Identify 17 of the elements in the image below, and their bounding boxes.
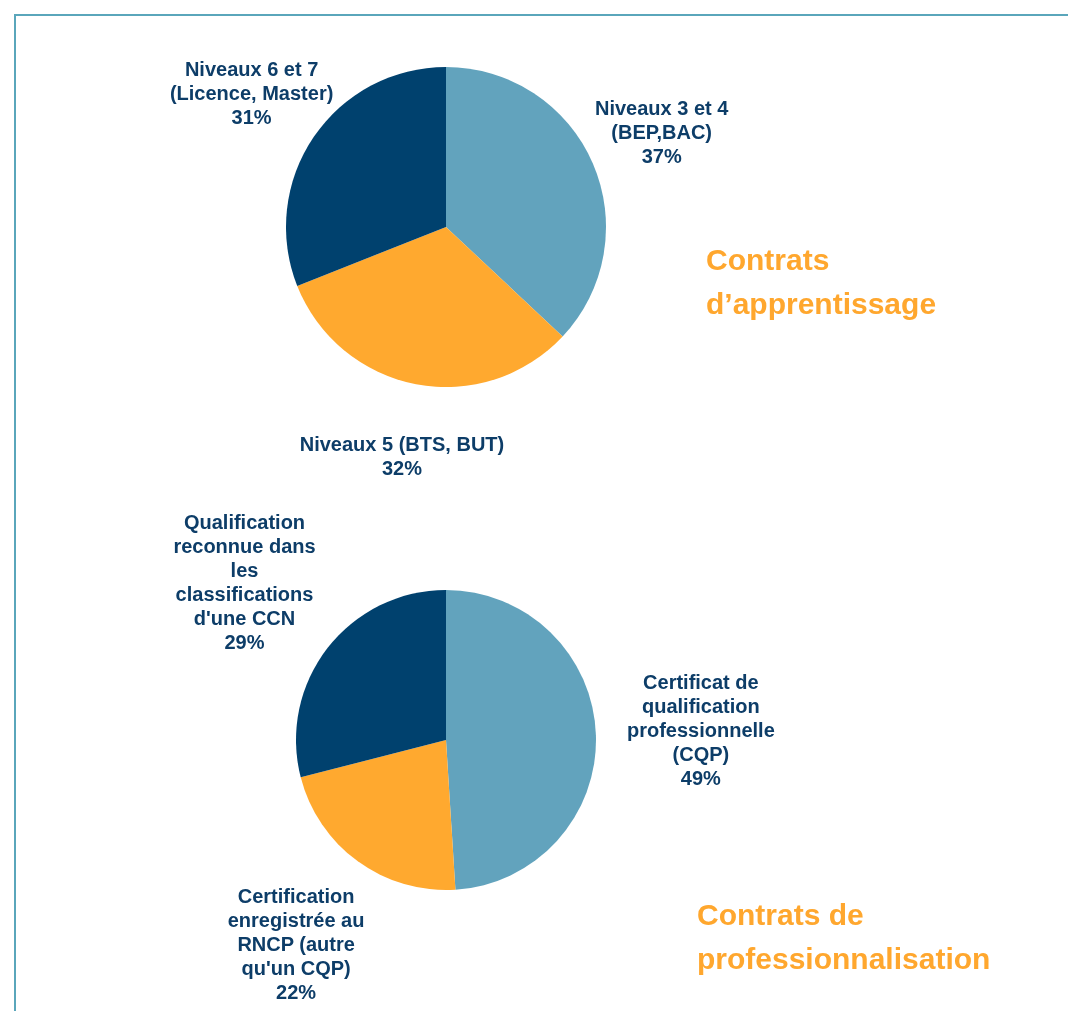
pie-slice (300, 740, 456, 890)
text: Contrats de professionnalisation (697, 897, 992, 977)
slice-label: Niveaux 5 (BTS, BUT) (299, 433, 505, 456)
data-label: 49% (680, 767, 722, 790)
slice-label: Niveaux 6 et 7 (Licence, Master) (169, 58, 334, 105)
data-label: 29% (224, 630, 265, 653)
data-label: 32% (381, 457, 423, 480)
text: Contrats d’apprentissage (706, 242, 938, 322)
data-label: 37% (641, 144, 682, 167)
slice-label: Certification enregistrée au RNCP (autre qu'un CQP) (227, 885, 365, 980)
data-label: 22% (276, 981, 317, 1004)
data-label: 31% (231, 106, 272, 129)
pie-slice (297, 227, 563, 387)
slice-label: Qualification reconnue dans les classifications d'une CCN (173, 510, 316, 629)
slice-label: Niveaux 3 et 4 (BEP,BAC) (594, 96, 730, 143)
pie-slice (446, 590, 596, 890)
slice-label: Certificat de qualification professionnelle (CQP) (626, 671, 775, 766)
